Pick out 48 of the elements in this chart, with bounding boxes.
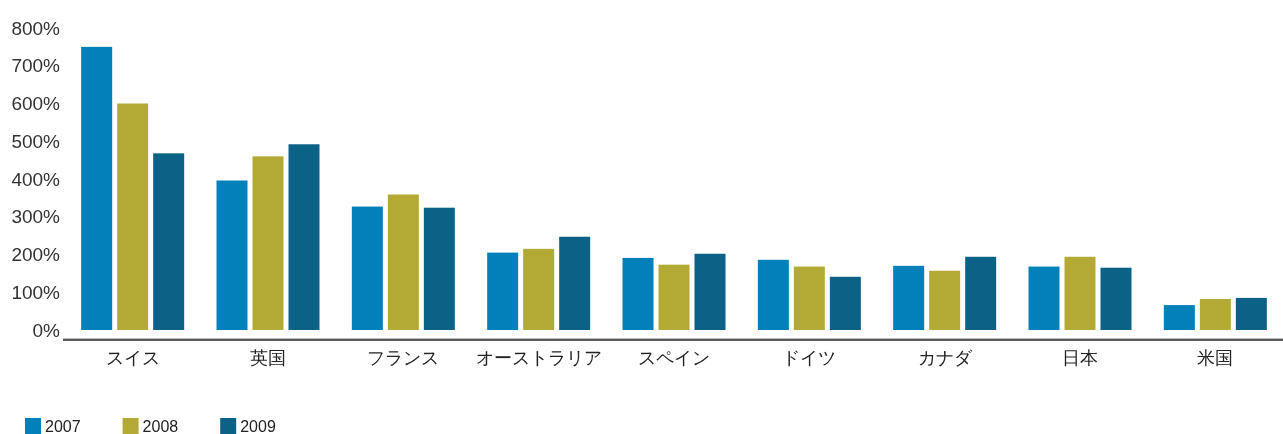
- bar: [351, 206, 383, 330]
- y-tick-label: 400%: [11, 168, 61, 190]
- legend-label: 2008: [142, 417, 179, 434]
- y-tick-label: 700%: [11, 55, 61, 77]
- x-tick-label: 日本: [1062, 348, 1098, 368]
- y-tick-label: 0%: [32, 319, 61, 341]
- legend-label: 2009: [240, 417, 276, 434]
- x-tick-label: ドイツ: [782, 348, 837, 368]
- legend-label: 2007: [45, 417, 81, 434]
- bar: [117, 103, 149, 330]
- bar: [487, 252, 519, 330]
- bar: [829, 276, 861, 330]
- bar: [288, 144, 320, 330]
- bar: [757, 259, 789, 330]
- bar: [793, 266, 825, 330]
- x-tick-label: フランス: [367, 348, 440, 368]
- bar: [252, 156, 284, 330]
- bar: [81, 46, 113, 330]
- bar: [929, 270, 961, 330]
- bar: [559, 236, 591, 330]
- x-tick-label: スペイン: [638, 348, 710, 368]
- bar: [153, 153, 185, 330]
- y-tick-label: 100%: [11, 281, 61, 303]
- bar: [523, 248, 555, 330]
- y-tick-label: 500%: [11, 130, 61, 152]
- x-tick-label: スイス: [105, 348, 160, 368]
- bar: [423, 207, 455, 330]
- x-tick-label: オーストラリア: [475, 348, 602, 368]
- bar: [1028, 266, 1060, 330]
- bar: [1163, 305, 1195, 330]
- bar: [658, 264, 690, 330]
- bar: [965, 256, 997, 330]
- bar: [387, 194, 419, 330]
- bar: [694, 253, 726, 330]
- y-tick-label: 300%: [11, 206, 61, 228]
- bar: [1199, 299, 1231, 330]
- bar: [893, 265, 925, 330]
- bar: [1064, 256, 1096, 330]
- bar: [622, 257, 654, 330]
- x-tick-label: 英国: [250, 348, 286, 368]
- x-tick-label: カナダ: [917, 348, 973, 368]
- y-tick-label: 800%: [11, 17, 61, 39]
- x-tick-label: 米国: [1197, 348, 1234, 368]
- y-tick-label: 200%: [11, 244, 61, 265]
- bar: [216, 180, 248, 330]
- y-tick-label: 600%: [11, 93, 61, 114]
- bar: [1235, 297, 1267, 330]
- bar: [1100, 267, 1132, 330]
